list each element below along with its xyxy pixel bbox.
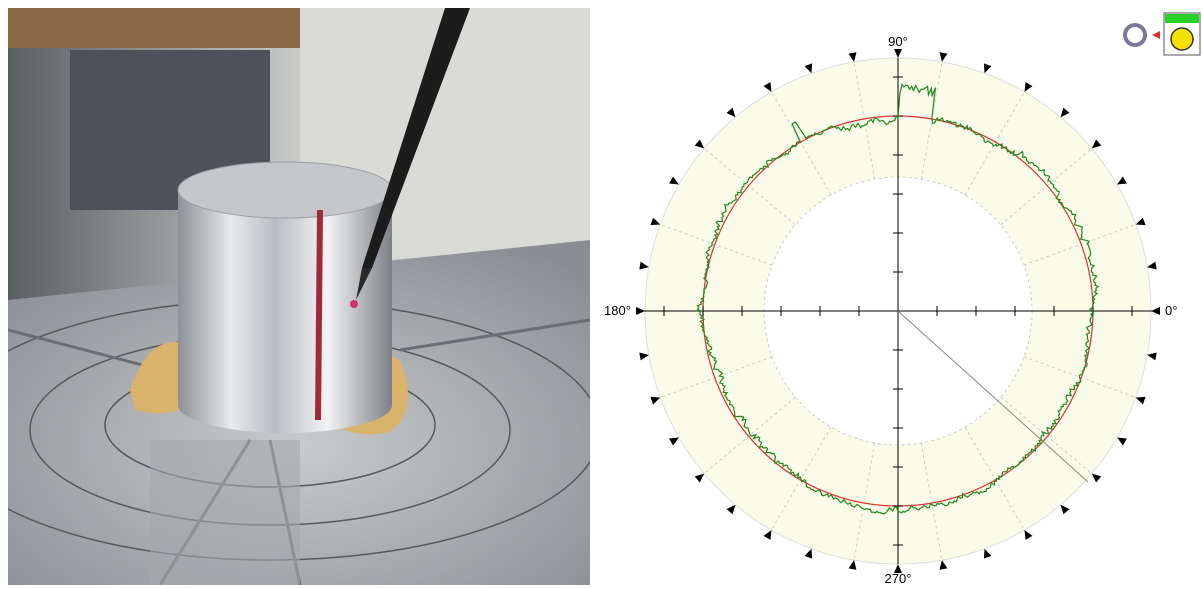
angle-marker [764, 82, 772, 92]
angle-marker [984, 549, 992, 559]
angle-marker [940, 560, 948, 570]
photo [0, 8, 600, 585]
angle-marker [1117, 177, 1127, 185]
angle-marker [1147, 262, 1157, 270]
angle-label: 0° [1165, 303, 1177, 318]
angle-marker [727, 505, 736, 514]
angle-marker [894, 49, 902, 58]
angle-marker [940, 52, 948, 62]
angle-marker [650, 397, 660, 405]
angle-marker [636, 307, 645, 315]
angle-marker [695, 140, 704, 149]
angle-marker [669, 177, 679, 185]
page: 90° 270° 180° 0° [0, 0, 1202, 589]
angle-marker [894, 564, 902, 573]
angle-marker [1136, 218, 1146, 226]
angle-marker [849, 560, 857, 570]
angle-marker [1025, 82, 1033, 92]
angle-marker [984, 63, 992, 73]
angle-marker [1136, 397, 1146, 405]
angle-label: 90° [888, 34, 908, 49]
probe-arrow [1152, 31, 1160, 39]
angle-marker [639, 262, 649, 270]
angle-marker [1025, 530, 1033, 540]
angle-marker [1151, 307, 1160, 315]
angle-marker [805, 549, 813, 559]
angle-marker [695, 474, 704, 483]
angle-label: 180° [604, 303, 631, 318]
angle-marker [1092, 140, 1101, 149]
angle-marker [1117, 438, 1127, 446]
angle-marker [764, 530, 772, 540]
angle-marker [805, 63, 813, 73]
angle-marker [650, 218, 660, 226]
angle-marker [1061, 108, 1070, 117]
angle-label: 270° [885, 571, 912, 586]
status-bar [1165, 14, 1199, 23]
angle-marker [849, 52, 857, 62]
status-light [1171, 28, 1193, 50]
angle-marker [1092, 474, 1101, 483]
angle-marker [1061, 505, 1070, 514]
angle-marker [1147, 353, 1157, 361]
probe-icon [1125, 25, 1145, 45]
polar-plot: 90° 270° 180° 0° [604, 13, 1200, 586]
angle-marker [727, 108, 736, 117]
angle-marker [639, 353, 649, 361]
angle-marker [669, 438, 679, 446]
